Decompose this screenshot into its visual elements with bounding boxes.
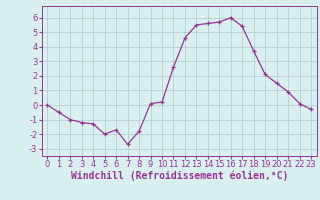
X-axis label: Windchill (Refroidissement éolien,°C): Windchill (Refroidissement éolien,°C) bbox=[70, 171, 288, 181]
